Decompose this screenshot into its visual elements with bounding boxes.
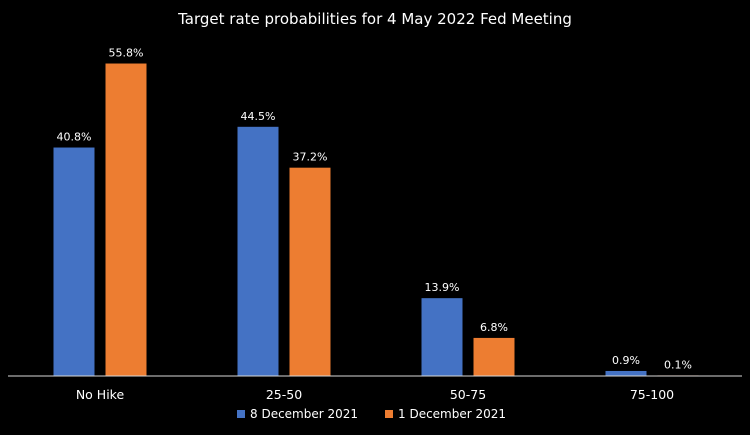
legend: 8 December 2021 1 December 2021 bbox=[237, 407, 506, 421]
bars-layer bbox=[53, 63, 699, 377]
data-label: 0.1% bbox=[664, 358, 692, 371]
x-tick-label: 75-100 bbox=[630, 387, 674, 402]
bar-no-hike-series-1 bbox=[53, 147, 95, 376]
legend-label-series-2: 1 December 2021 bbox=[398, 407, 506, 421]
bar-75-100-series-1 bbox=[605, 370, 647, 376]
x-tick-label: 50-75 bbox=[450, 387, 486, 402]
data-label: 37.2% bbox=[293, 151, 328, 164]
data-label: 0.9% bbox=[612, 354, 640, 367]
bar-50-75-series-1 bbox=[421, 298, 463, 376]
bar-25-50-series-1 bbox=[237, 126, 279, 376]
x-tick-label: 25-50 bbox=[266, 387, 302, 402]
legend-swatch-series-2 bbox=[385, 410, 393, 418]
bar-25-50-series-2 bbox=[289, 167, 331, 376]
legend-swatch-series-1 bbox=[237, 410, 245, 418]
data-label: 44.5% bbox=[241, 110, 276, 123]
bar-50-75-series-2 bbox=[473, 337, 515, 376]
legend-label-series-1: 8 December 2021 bbox=[250, 407, 358, 421]
value-labels-layer: 40.8% 55.8% 44.5% 37.2% 13.9% 6.8% 0.9% 0.1% bbox=[57, 47, 692, 372]
data-label: 6.8% bbox=[480, 321, 508, 334]
x-tick-label: No Hike bbox=[76, 387, 125, 402]
chart-title: Target rate probabilities for 4 May 2022… bbox=[177, 10, 572, 28]
data-label: 13.9% bbox=[425, 281, 460, 294]
data-label: 55.8% bbox=[109, 47, 144, 60]
bar-no-hike-series-2 bbox=[105, 63, 147, 377]
data-label: 40.8% bbox=[57, 131, 92, 144]
x-tick-labels: No Hike 25-50 50-75 75-100 bbox=[76, 387, 674, 402]
